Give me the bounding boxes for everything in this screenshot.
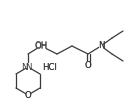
Text: O: O — [85, 61, 91, 71]
Bar — [37, 43, 46, 49]
Text: HCl: HCl — [42, 62, 57, 72]
Text: N: N — [98, 42, 104, 50]
Bar — [26, 64, 30, 71]
Text: OH: OH — [34, 42, 48, 50]
Text: N: N — [98, 42, 104, 50]
Text: O: O — [25, 90, 31, 100]
Text: OH: OH — [34, 42, 48, 51]
Text: N: N — [21, 62, 27, 72]
Bar — [86, 62, 90, 70]
Text: O: O — [25, 90, 31, 100]
Text: HCl: HCl — [42, 62, 57, 72]
Bar — [26, 91, 30, 99]
Text: O: O — [85, 61, 91, 71]
Bar — [99, 43, 103, 49]
Text: N: N — [25, 62, 31, 72]
